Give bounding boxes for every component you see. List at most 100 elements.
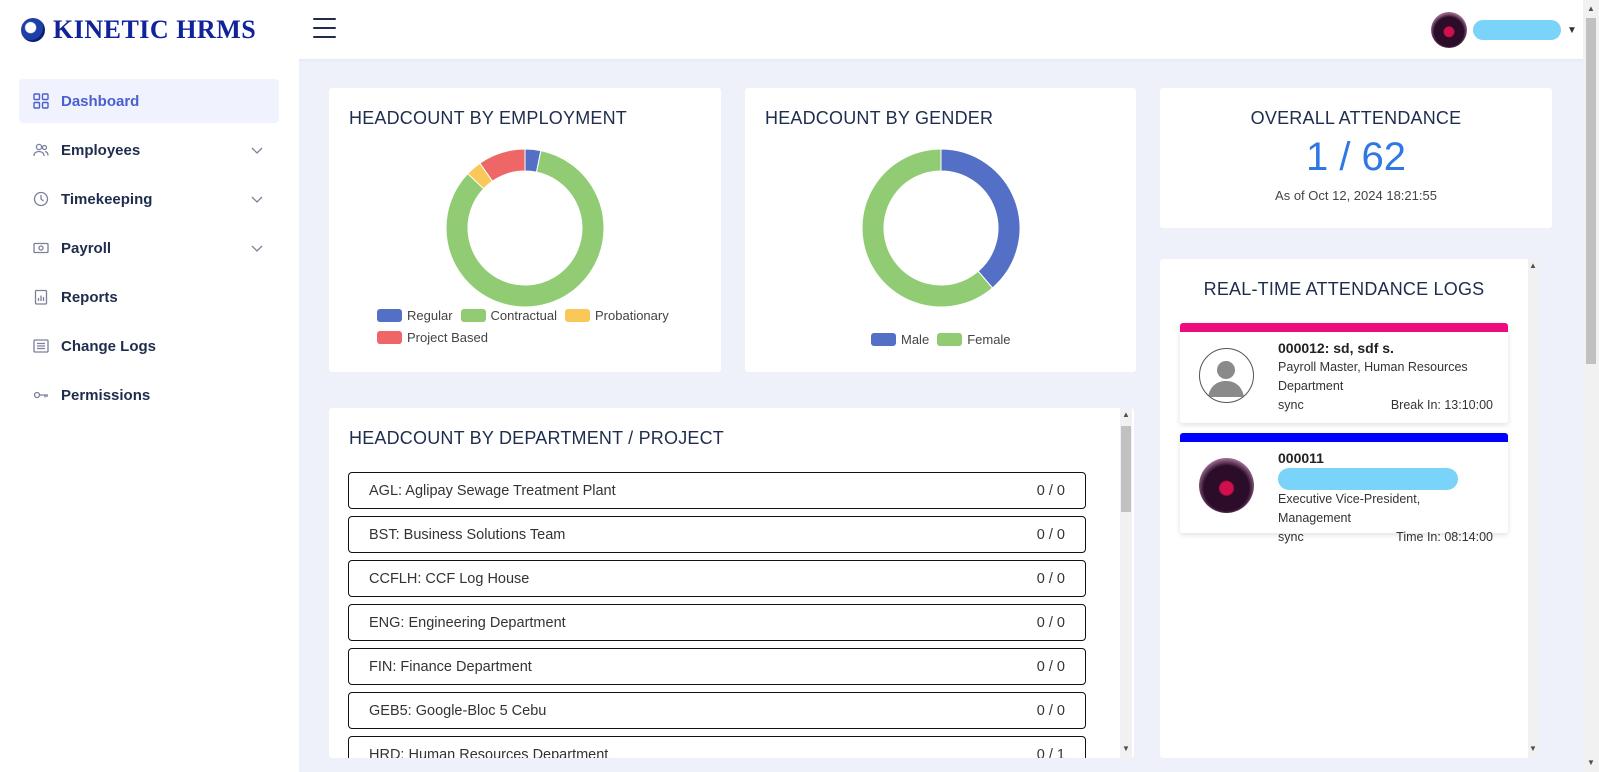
- sidebar-nav: Dashboard Employees Timekeeping Payroll: [19, 79, 279, 422]
- department-row[interactable]: GEB5: Google-Bloc 5 Cebu 0 / 0: [348, 692, 1086, 729]
- department-row[interactable]: BST: Business Solutions Team 0 / 0: [348, 516, 1086, 553]
- attendance-timestamp: As of Oct 12, 2024 18:21:55: [1275, 188, 1437, 203]
- legend-swatch: [377, 331, 402, 344]
- donut-slice-project-based[interactable]: [479, 148, 526, 182]
- sidebar-item-label: Reports: [61, 288, 118, 306]
- scroll-down-icon[interactable]: ▼: [1122, 744, 1130, 753]
- scroll-down-icon[interactable]: ▼: [1529, 744, 1537, 753]
- sidebar-item-payroll[interactable]: Payroll: [19, 226, 279, 270]
- sidebar-item-timekeeping[interactable]: Timekeeping: [19, 177, 279, 221]
- log-event: Time In: 08:14:00: [1396, 530, 1493, 544]
- employment-donut-chart[interactable]: [445, 148, 605, 308]
- report-icon: [33, 289, 49, 305]
- legend-item[interactable]: Probationary: [565, 308, 669, 323]
- legend-label: Female: [967, 332, 1011, 347]
- logo-icon: [21, 18, 45, 42]
- sidebar-item-permissions[interactable]: Permissions: [19, 373, 279, 417]
- department-count: 0 / 0: [1036, 482, 1065, 499]
- sidebar-item-change-logs[interactable]: Change Logs: [19, 324, 279, 368]
- department-name: HRD: Human Resources Department: [369, 746, 609, 759]
- legend-label: Male: [901, 332, 930, 347]
- grid-icon: [33, 93, 49, 109]
- department-card: HEADCOUNT BY DEPARTMENT / PROJECT AGL: A…: [329, 408, 1134, 758]
- gender-legend: Male Female: [871, 332, 1071, 354]
- card-title: HEADCOUNT BY DEPARTMENT / PROJECT: [349, 428, 724, 448]
- department-row[interactable]: ENG: Engineering Department 0 / 0: [348, 604, 1086, 641]
- sidebar-item-label: Permissions: [61, 386, 151, 404]
- sidebar-item-reports[interactable]: Reports: [19, 275, 279, 319]
- employee-name-redacted: [1278, 468, 1458, 490]
- chevron-down-icon: [251, 196, 263, 203]
- chevron-down-icon[interactable]: ▼: [1567, 24, 1577, 36]
- menu-toggle-icon[interactable]: [313, 18, 336, 38]
- department-count: 0 / 0: [1036, 526, 1065, 543]
- department-count: 0 / 1: [1036, 746, 1065, 759]
- department-name: AGL: Aglipay Sewage Treatment Plant: [369, 482, 616, 499]
- card-title: HEADCOUNT BY GENDER: [765, 108, 994, 128]
- clock-icon: [33, 191, 49, 207]
- scroll-up-icon[interactable]: ▲: [1529, 261, 1537, 270]
- scroll-down-icon[interactable]: ▼: [1587, 758, 1595, 767]
- donut-slice-female[interactable]: [861, 148, 994, 308]
- card-title: HEADCOUNT BY EMPLOYMENT: [349, 108, 627, 128]
- department-count: 0 / 0: [1036, 702, 1065, 719]
- sidebar-item-label: Change Logs: [61, 337, 157, 355]
- legend-item[interactable]: Project Based: [377, 330, 488, 345]
- sidebar-item-dashboard[interactable]: Dashboard: [19, 79, 279, 123]
- legend-label: Regular: [407, 308, 453, 323]
- department-row[interactable]: AGL: Aglipay Sewage Treatment Plant 0 / 0: [348, 472, 1086, 509]
- legend-item[interactable]: Contractual: [460, 308, 557, 323]
- legend-swatch: [460, 309, 486, 322]
- donut-slice-contractual[interactable]: [445, 150, 605, 308]
- department-name: ENG: Engineering Department: [369, 614, 566, 631]
- log-status-bar: [1180, 323, 1508, 332]
- department-name: BST: Business Solutions Team: [369, 526, 566, 543]
- scroll-up-icon[interactable]: ▲: [1122, 410, 1130, 419]
- scroll-up-icon[interactable]: ▲: [1587, 4, 1595, 13]
- app-logo[interactable]: KINETIC HRMS: [21, 15, 256, 45]
- department-row[interactable]: HRD: Human Resources Department 0 / 1: [348, 736, 1086, 758]
- sidebar-item-label: Employees: [61, 141, 141, 159]
- department-row[interactable]: FIN: Finance Department 0 / 0: [348, 648, 1086, 685]
- department-count: 0 / 0: [1036, 614, 1065, 631]
- logs-scrollbar[interactable]: [1528, 259, 1538, 758]
- legend-item[interactable]: Female: [937, 332, 1011, 347]
- department-count: 0 / 0: [1036, 570, 1065, 587]
- department-name: FIN: Finance Department: [369, 658, 532, 675]
- department-list: AGL: Aglipay Sewage Treatment Plant 0 / 0…: [348, 472, 1086, 758]
- log-entry[interactable]: 000012: sd, sdf s. Payroll Master, Human…: [1180, 323, 1508, 423]
- legend-swatch: [871, 333, 896, 346]
- log-employee-id: 000011: [1278, 450, 1324, 466]
- department-row[interactable]: CCFLH: CCF Log House 0 / 0: [348, 560, 1086, 597]
- default-person-avatar: [1199, 348, 1254, 403]
- log-employee-id: 000012: sd, sdf s.: [1278, 340, 1394, 356]
- gender-donut-chart[interactable]: [861, 148, 1021, 308]
- sidebar-item-employees[interactable]: Employees: [19, 128, 279, 172]
- scroll-thumb[interactable]: [1121, 426, 1131, 512]
- employment-legend: Regular Contractual Probationary Project Ba…: [377, 308, 697, 352]
- log-source: sync: [1278, 530, 1304, 544]
- log-status-bar: [1180, 433, 1508, 442]
- legend-swatch: [377, 309, 402, 322]
- legend-item[interactable]: Regular: [377, 308, 453, 323]
- legend-item[interactable]: Male: [871, 332, 929, 347]
- legend-swatch: [937, 333, 963, 346]
- list-icon: [33, 338, 49, 354]
- user-name-redacted: [1473, 20, 1561, 40]
- money-icon: [33, 240, 49, 256]
- page-scroll-thumb[interactable]: [1586, 18, 1596, 364]
- log-source: sync: [1278, 398, 1304, 412]
- user-avatar[interactable]: [1431, 12, 1467, 48]
- log-entry[interactable]: 000011 Executive Vice-President, Managem…: [1180, 433, 1508, 544]
- chevron-down-icon: [251, 245, 263, 252]
- user-menu[interactable]: ▼: [1431, 12, 1577, 48]
- chevron-down-icon: [251, 147, 263, 154]
- sidebar-item-label: Dashboard: [61, 92, 140, 110]
- legend-swatch: [565, 309, 591, 322]
- donut-slice-male[interactable]: [940, 148, 1021, 289]
- log-position: Executive Vice-President, Management: [1278, 492, 1421, 525]
- users-icon: [33, 142, 49, 158]
- gender-card: HEADCOUNT BY GENDER Male Female: [745, 88, 1136, 372]
- card-title: REAL-TIME ATTENDANCE LOGS: [1203, 279, 1485, 299]
- log-position: Payroll Master, Human Resources Departme…: [1278, 360, 1468, 393]
